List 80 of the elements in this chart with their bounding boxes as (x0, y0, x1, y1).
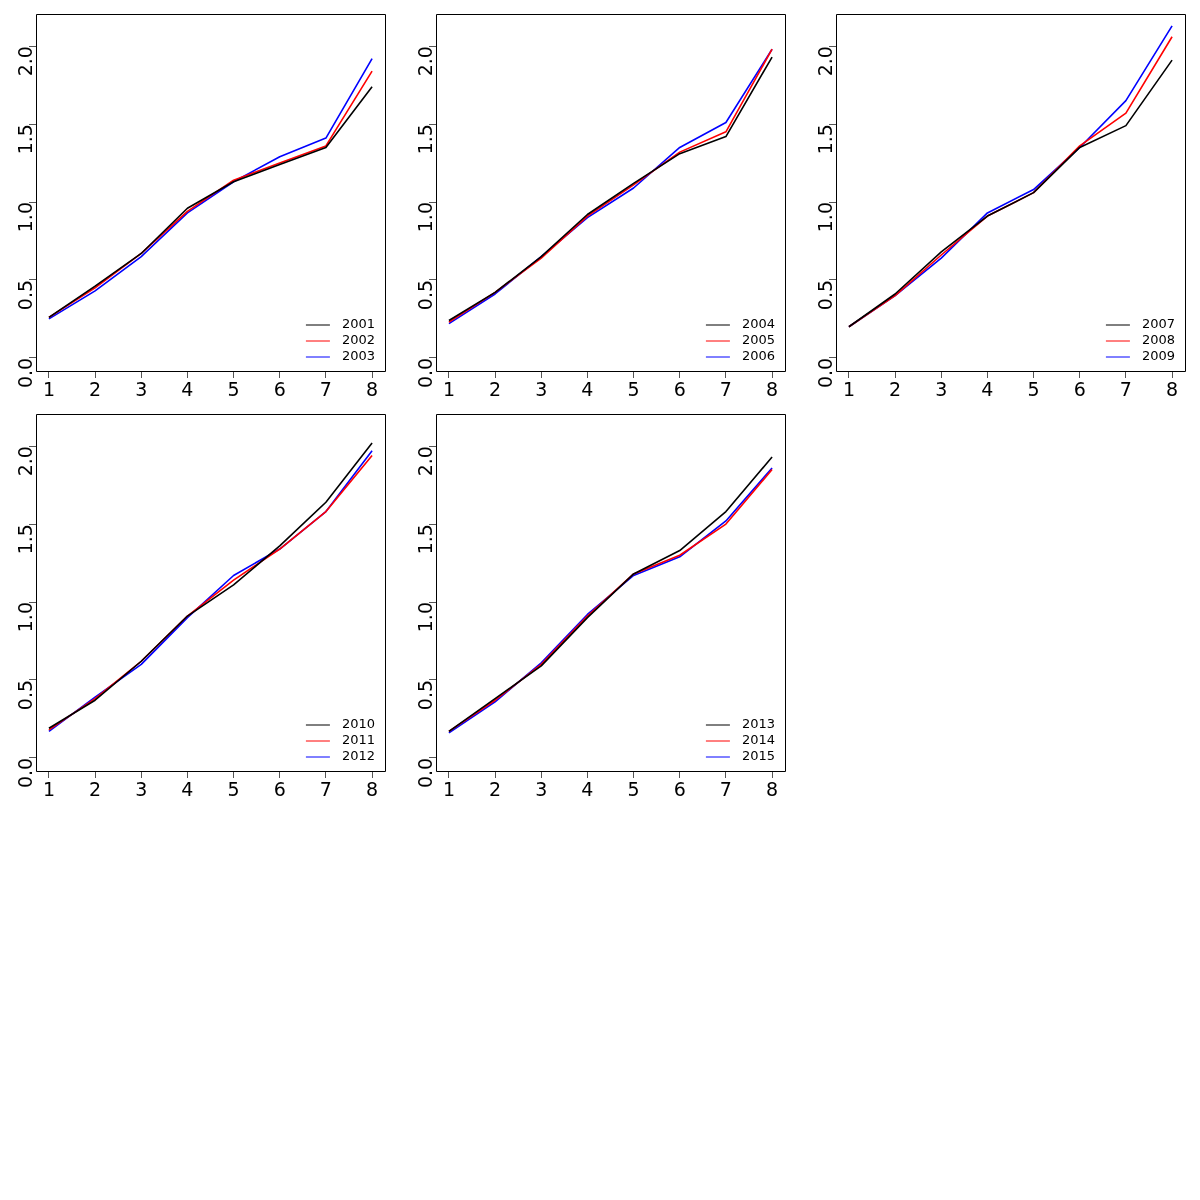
legend-label: 2004 (741, 316, 776, 332)
x-tick-label: 2 (489, 378, 502, 401)
x-tick-label: 6 (673, 778, 686, 801)
y-tick-label: 0.5 (13, 279, 36, 311)
x-tick-label: 1 (442, 778, 455, 801)
x-tick-label: 8 (766, 378, 779, 401)
legend-label: 2008 (1141, 332, 1176, 348)
y-tick-label: 0.0 (413, 757, 436, 789)
x-tick-label: 6 (273, 378, 286, 401)
x-tick-label: 5 (627, 778, 640, 801)
y-tick-label: 1.5 (813, 124, 836, 155)
y-tick-label: 0.5 (813, 279, 836, 311)
y-tick-label: 2.0 (13, 46, 36, 77)
legend-label: 2005 (741, 332, 776, 348)
x-tick-label: 5 (227, 378, 240, 401)
y-tick-label: 2.0 (813, 46, 836, 77)
y-tick-label: 2.0 (13, 446, 36, 477)
y-tick-label: 0.5 (413, 279, 436, 311)
x-tick-label: 6 (273, 778, 286, 801)
legend-label: 2003 (341, 348, 376, 364)
x-tick-label: 7 (1119, 378, 1132, 401)
x-tick-label: 3 (935, 378, 948, 401)
legend-label: 2006 (741, 348, 776, 364)
x-tick-label: 8 (366, 378, 379, 401)
y-tick-label: 1.5 (413, 524, 436, 555)
x-tick-label: 6 (1073, 378, 1086, 401)
x-tick-label: 6 (673, 378, 686, 401)
y-tick-label: 0.0 (13, 757, 36, 789)
y-tick-label: 2.0 (413, 446, 436, 477)
y-tick-label: 1.0 (413, 602, 436, 633)
x-tick-label: 8 (766, 778, 779, 801)
y-tick-label: 1.5 (13, 124, 36, 155)
x-tick-label: 2 (489, 778, 502, 801)
x-tick-label: 4 (181, 378, 194, 401)
x-tick-label: 1 (42, 778, 55, 801)
x-tick-label: 5 (627, 378, 640, 401)
y-tick-label: 1.0 (13, 202, 36, 233)
y-tick-label: 0.0 (413, 357, 436, 389)
x-tick-label: 8 (1166, 378, 1179, 401)
x-tick-label: 3 (535, 778, 548, 801)
x-tick-label: 7 (319, 778, 332, 801)
legend-label: 2014 (741, 732, 776, 748)
legend-label: 2002 (341, 332, 376, 348)
y-tick-label: 0.5 (413, 679, 436, 711)
x-tick-label: 2 (89, 378, 102, 401)
y-tick-label: 1.5 (13, 524, 36, 555)
y-tick-label: 1.0 (813, 202, 836, 233)
y-tick-label: 1.0 (13, 602, 36, 633)
x-tick-label: 3 (135, 378, 148, 401)
y-tick-label: 0.5 (13, 679, 36, 711)
legend-label: 2009 (1141, 348, 1176, 364)
legend-label: 2007 (1141, 316, 1176, 332)
y-tick-label: 1.5 (413, 124, 436, 155)
legend-label: 2010 (341, 716, 376, 732)
x-tick-label: 4 (581, 378, 594, 401)
x-tick-label: 3 (135, 778, 148, 801)
y-tick-label: 2.0 (413, 46, 436, 77)
x-tick-label: 1 (842, 378, 855, 401)
y-tick-label: 0.0 (813, 357, 836, 389)
legend-label: 2013 (741, 716, 776, 732)
x-tick-label: 8 (366, 778, 379, 801)
x-tick-label: 5 (1027, 378, 1040, 401)
x-tick-label: 2 (89, 778, 102, 801)
y-tick-label: 0.0 (13, 357, 36, 389)
x-tick-label: 7 (319, 378, 332, 401)
legend-label: 2012 (341, 748, 376, 764)
legend-label: 2001 (341, 316, 376, 332)
x-tick-label: 1 (42, 378, 55, 401)
x-tick-label: 4 (581, 778, 594, 801)
y-tick-label: 1.0 (413, 202, 436, 233)
legend-label: 2015 (741, 748, 776, 764)
x-tick-label: 3 (535, 378, 548, 401)
x-tick-label: 7 (719, 778, 732, 801)
x-tick-label: 5 (227, 778, 240, 801)
x-tick-label: 1 (442, 378, 455, 401)
x-tick-label: 4 (181, 778, 194, 801)
x-tick-label: 4 (981, 378, 994, 401)
x-tick-label: 2 (889, 378, 902, 401)
x-tick-label: 7 (719, 378, 732, 401)
legend-label: 2011 (341, 732, 376, 748)
